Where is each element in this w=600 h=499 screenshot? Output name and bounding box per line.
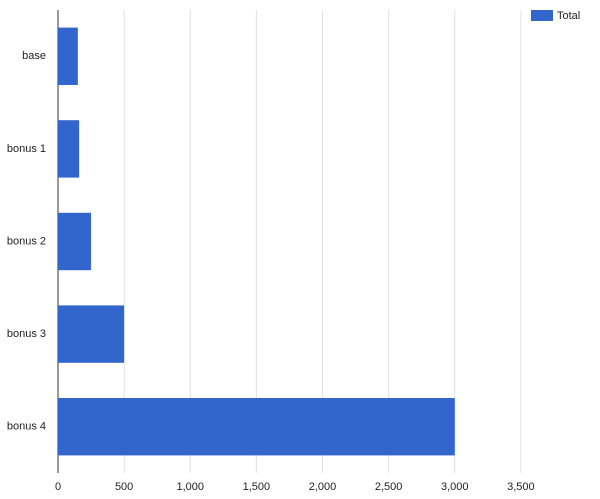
y-tick-label: bonus 3 (7, 328, 46, 340)
bar (58, 305, 125, 363)
legend-label: Total (557, 10, 580, 22)
x-tick-label: 3,000 (441, 481, 469, 493)
x-tick-label: 2,000 (309, 481, 337, 493)
y-tick-label: base (22, 50, 46, 62)
x-tick-label: 1,000 (176, 481, 204, 493)
y-tick-label: bonus 2 (7, 235, 46, 247)
bar (58, 212, 92, 271)
legend-swatch (531, 10, 553, 21)
y-tick-label: bonus 4 (7, 421, 46, 433)
x-tick-label: 1,500 (243, 481, 271, 493)
x-tick-label: 0 (55, 481, 61, 493)
bar (58, 27, 78, 86)
y-tick-label: bonus 1 (7, 143, 46, 155)
x-tick-label: 3,500 (507, 481, 535, 493)
bar (58, 120, 80, 178)
bar (58, 397, 455, 456)
x-tick-label: 2,500 (375, 481, 403, 493)
x-tick-label: 500 (115, 481, 133, 493)
